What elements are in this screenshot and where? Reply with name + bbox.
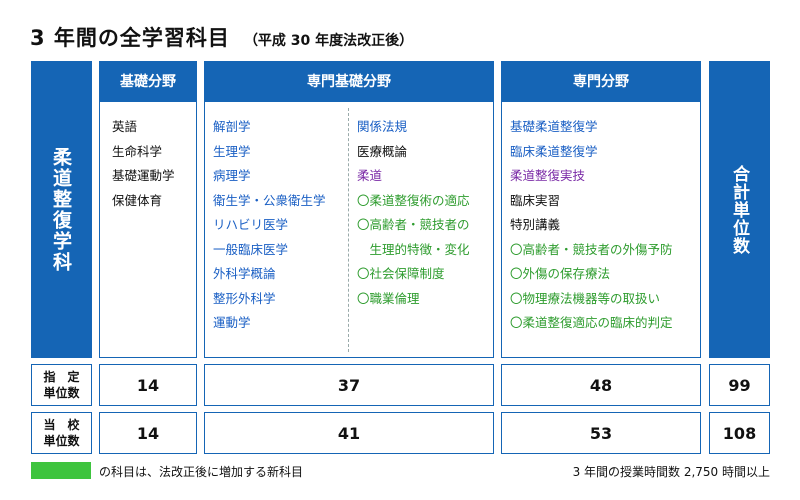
toukou-kiso-value: 14 — [136, 423, 160, 443]
shitei-total-value: 99 — [728, 375, 751, 395]
subject-item: 整形外科学 — [213, 290, 276, 306]
department-label-box: 柔道整復学科 — [31, 61, 92, 358]
shitei-kiso-value: 14 — [136, 375, 160, 395]
row-label-shitei: 指 定 単位数 — [31, 364, 92, 406]
total-header-box: 合計単位数 — [709, 61, 770, 358]
subject-item: 一般臨床医学 — [213, 241, 289, 257]
subject-item: 生命科学 — [112, 143, 163, 159]
subject-item: 臨床柔道整復学 — [510, 143, 598, 159]
subject-item: 外科学概論 — [213, 266, 276, 281]
senmon-kiso-subject-list-left: 解剖学生理学病理学衛生学・公衆衛生学 リハビリ医学 一般臨床医学 外科学概論整形外科学… — [213, 115, 326, 336]
header-kiso: 基礎分野 — [99, 61, 197, 101]
subject-item: 基礎運動学 — [112, 168, 175, 183]
row-label-shitei-line1: 指 定 — [43, 370, 80, 384]
shitei-kiso-cell: 14 — [99, 364, 197, 406]
subject-item: リハビリ医学 — [213, 217, 289, 232]
header-senmon-kiso-label: 専門基礎分野 — [307, 74, 391, 90]
page-title: 3 年間の全学習科目 （平成 30 年度法改正後） — [30, 22, 413, 52]
senmon-kiso-subject-list-right: 関係法規医療概論柔道〇柔道整復術の適応 〇高齢者・競技者の 生理的特徴・変化 〇社会… — [357, 115, 470, 311]
subject-item: 特別講義 — [510, 217, 561, 232]
subject-item: 生理的特徴・変化 — [357, 241, 470, 257]
toukou-senmon-value: 53 — [589, 423, 613, 443]
row-label-toukou-line2: 単位数 — [43, 434, 80, 448]
header-senmon: 専門分野 — [501, 61, 701, 101]
header-senmon-label: 専門分野 — [573, 74, 629, 90]
subject-item: 〇柔道整復適応の臨床的判定 — [510, 315, 673, 330]
subject-item: 運動学 — [213, 315, 251, 330]
subject-item: 英語 — [112, 119, 138, 134]
subject-item: 病理学 — [213, 168, 251, 183]
title-text: 3 年間の全学習科目 — [30, 26, 230, 50]
senmon-subject-list: 基礎柔道整復学 臨床柔道整復学 柔道整復実技 臨床実習特別講義〇高齢者・競技者の外傷予… — [510, 115, 700, 336]
legend-text: の科目は、法改正後に増加する新科目 — [99, 465, 304, 479]
subject-item: 生理学 — [213, 143, 251, 159]
subject-item: 柔道整復実技 — [510, 168, 586, 183]
toukou-total-cell: 108 — [709, 412, 770, 454]
subject-item: 保健体育 — [112, 192, 163, 208]
subject-item: 〇柔道整復術の適応 — [357, 192, 470, 208]
subject-item: 〇職業倫理 — [357, 290, 420, 306]
header-kiso-label: 基礎分野 — [120, 74, 176, 90]
subject-item: 柔道 — [357, 168, 383, 183]
shitei-senmon-value: 48 — [589, 375, 613, 395]
title-subtitle: （平成 30 年度法改正後） — [243, 33, 414, 49]
toukou-senmon-cell: 53 — [501, 412, 701, 454]
legend-green-swatch — [31, 462, 91, 479]
subject-item: 衛生学・公衆衛生学 — [213, 192, 326, 208]
subject-item: 医療概論 — [357, 143, 408, 159]
subject-item: 〇社会保障制度 — [357, 266, 445, 281]
shitei-senmon-kiso-value: 37 — [337, 375, 361, 395]
senmon-kiso-subject-box: 解剖学生理学病理学衛生学・公衆衛生学 リハビリ医学 一般臨床医学 外科学概論整形外科学… — [204, 101, 494, 358]
toukou-senmon-kiso-cell: 41 — [204, 412, 494, 454]
subject-item: 関係法規 — [357, 119, 408, 134]
column-divider — [348, 108, 349, 352]
kiso-subject-list: 英語生命科学基礎運動学保健体育 — [112, 115, 196, 213]
header-senmon-kiso: 専門基礎分野 — [204, 61, 494, 101]
toukou-senmon-kiso-value: 41 — [337, 423, 361, 443]
shitei-senmon-kiso-cell: 37 — [204, 364, 494, 406]
total-header-label: 合計単位数 — [729, 164, 749, 255]
subject-item: 〇外傷の保存療法 — [510, 266, 611, 281]
row-label-toukou-line1: 当 校 — [43, 418, 80, 432]
shitei-total-cell: 99 — [709, 364, 770, 406]
kiso-subject-box: 英語生命科学基礎運動学保健体育 — [99, 101, 197, 358]
row-label-toukou: 当 校 単位数 — [31, 412, 92, 454]
toukou-total-value: 108 — [722, 423, 757, 443]
subject-item: 基礎柔道整復学 — [510, 119, 598, 134]
department-label: 柔道整復学科 — [50, 146, 72, 273]
subject-item: 臨床実習 — [510, 192, 561, 208]
row-label-shitei-line2: 単位数 — [43, 386, 80, 400]
footer-note: 3 年間の授業時間数 2,750 時間以上 — [572, 465, 770, 479]
subject-item: 〇物理療法機器等の取扱い — [510, 290, 661, 306]
toukou-kiso-cell: 14 — [99, 412, 197, 454]
subject-item: 〇高齢者・競技者の外傷予防 — [510, 241, 673, 257]
shitei-senmon-cell: 48 — [501, 364, 701, 406]
subject-item: 〇高齢者・競技者の — [357, 217, 470, 232]
senmon-subject-box: 基礎柔道整復学 臨床柔道整復学 柔道整復実技 臨床実習特別講義〇高齢者・競技者の外傷予… — [501, 101, 701, 358]
subject-item: 解剖学 — [213, 119, 251, 134]
